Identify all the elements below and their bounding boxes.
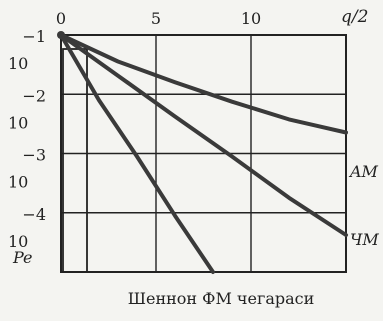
- curves: [57, 31, 348, 274]
- y-tick-exponent-1: −2: [22, 86, 46, 105]
- x-tick-label-0: 0: [56, 9, 66, 28]
- curve-origin-point: [57, 31, 65, 39]
- x-axis-title: q/2: [341, 7, 368, 27]
- chart-caption: Шеннон ФМ чегараси: [128, 289, 315, 308]
- y-tick-base-3: 10: [8, 232, 28, 251]
- tick-labels: 0 5 10 −1 10 −2 10 −3 10 −4 10: [8, 9, 261, 251]
- y-tick-base-2: 10: [8, 173, 28, 192]
- y-tick-exponent-3: −4: [22, 205, 46, 224]
- series-line-2: [59, 33, 215, 274]
- y-axis-title: Pe: [12, 248, 33, 267]
- x-tick-label-2: 10: [241, 9, 261, 28]
- plot-frame: [60, 34, 347, 273]
- series-label-0: AM: [348, 162, 379, 181]
- y-tick-base-0: 10: [8, 54, 28, 73]
- series-line-0: [59, 33, 348, 135]
- series-label-1: ЧM: [350, 230, 379, 249]
- x-tick-label-1: 5: [151, 9, 161, 28]
- series-line-1: [59, 33, 348, 237]
- y-tick-exponent-2: −3: [22, 146, 46, 165]
- y-tick-exponent-0: −1: [22, 27, 46, 46]
- y-tick-base-1: 10: [8, 113, 28, 132]
- series-labels: AM ЧM: [348, 162, 379, 249]
